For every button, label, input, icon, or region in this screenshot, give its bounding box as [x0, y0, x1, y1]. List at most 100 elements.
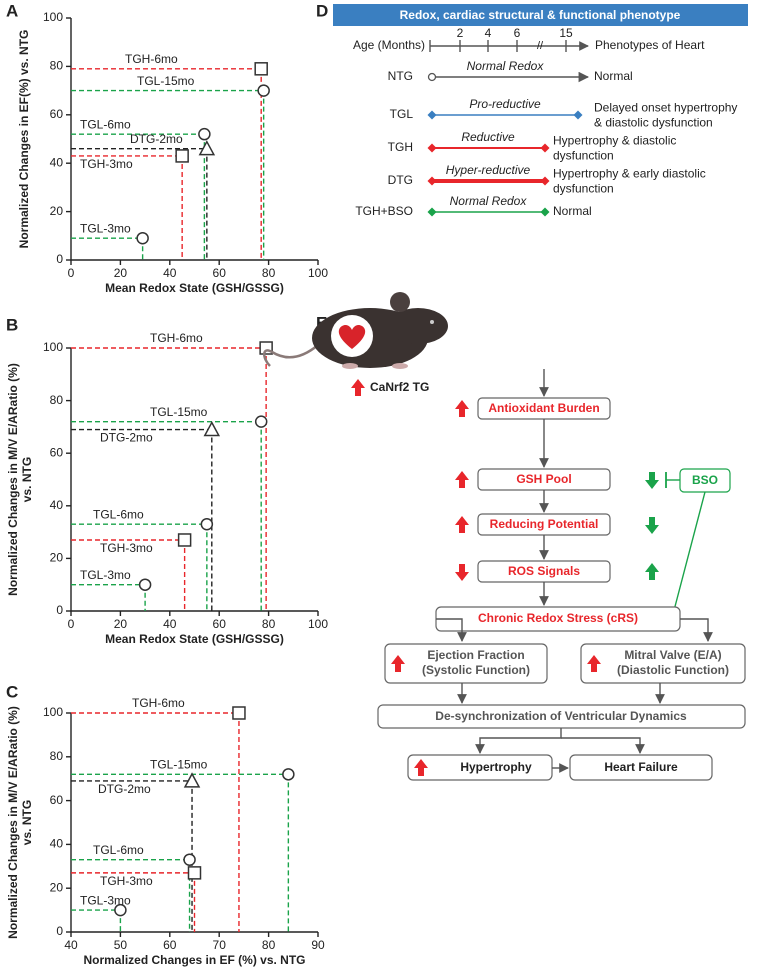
point-label: TGH-6mo	[125, 52, 178, 66]
y-tick-label: 80	[50, 749, 64, 763]
inhibit-line	[671, 491, 706, 619]
end-diamond	[540, 143, 550, 153]
point-label: DTG-2mo	[100, 431, 153, 445]
end-diamond	[427, 207, 437, 217]
up-arrow	[455, 400, 469, 417]
up-arrow	[587, 655, 601, 672]
age-label: Age (Months)	[353, 38, 425, 52]
group-label: TGH	[388, 140, 413, 154]
phenotype-label: Hypertrophy & early diastolic	[553, 167, 706, 181]
y-axis-label: Normalized Changes in M/V E/ARatio (%)	[6, 363, 20, 596]
end-diamond	[427, 110, 437, 120]
x-tick-label: 40	[64, 938, 78, 952]
end-diamond	[427, 176, 437, 186]
y-tick-label: 100	[43, 10, 63, 24]
down-arrow	[645, 472, 659, 489]
marker	[183, 853, 196, 866]
panel-letter: D	[316, 1, 328, 20]
y-tick-label: 100	[43, 705, 63, 719]
point-label: TGH-3mo	[100, 541, 153, 555]
group-label: DTG	[388, 173, 413, 187]
point-label: TGH-6mo	[132, 696, 185, 710]
y-axis-label: Normalized Changes in M/V E/ARatio (%)	[6, 706, 20, 939]
x-tick-label: 80	[262, 617, 276, 631]
desync-label: De-synchronization of Ventricular Dynami…	[435, 709, 687, 723]
y-tick-label: 40	[50, 155, 64, 169]
phenotype-label: Hypertrophy & diastolic	[553, 134, 676, 148]
marker	[136, 231, 149, 245]
marker	[203, 420, 221, 437]
marker	[282, 768, 295, 781]
y-tick-label: 60	[50, 793, 64, 807]
ef-label: Ejection Fraction	[427, 648, 524, 662]
mv-label: (Diastolic Function)	[617, 663, 729, 677]
phenotype-label: & diastolic dysfunction	[594, 116, 713, 130]
redox-label: Hyper-reductive	[446, 163, 531, 177]
y-tick-label: 20	[50, 880, 64, 894]
flow-arrow	[561, 737, 645, 754]
y-tick-label: 100	[43, 340, 63, 354]
mv-label: Mitral Valve (E/A)	[624, 648, 721, 662]
group-label: TGL	[390, 107, 414, 121]
x-tick-label: 0	[68, 266, 75, 280]
mv-box	[580, 643, 746, 684]
up-arrow	[455, 516, 469, 533]
x-axis-label: Mean Redox State (GSH/GSSG)	[105, 281, 284, 295]
down-arrow	[645, 517, 659, 534]
phenotype-title: Redox, cardiac structural & functional p…	[400, 8, 681, 22]
marker	[187, 866, 202, 880]
up-arrow	[455, 471, 469, 488]
marker	[175, 149, 189, 163]
x-tick-label: 90	[311, 938, 325, 952]
end-diamond	[540, 176, 550, 186]
age-tick-label: 4	[485, 26, 492, 40]
start-dot	[427, 72, 437, 82]
charts: A 0 20 40 60 80 100 0 20 40 60 80 100 Mean Redox Stat…	[6, 1, 328, 967]
x-axis-label: Normalized Changes in EF (%) vs. NTG	[83, 953, 305, 967]
point-label: TGL-15mo	[150, 757, 208, 771]
marker	[254, 62, 268, 76]
end-diamond	[573, 110, 583, 120]
panel-letter: B	[6, 315, 18, 334]
up-arrow	[391, 655, 405, 672]
point-label: TGL-6mo	[93, 843, 144, 857]
marker	[232, 706, 246, 720]
down-arrow	[455, 564, 469, 581]
redox-label: Reductive	[461, 130, 515, 144]
up-arrow	[414, 759, 428, 776]
point-label: TGL-15mo	[150, 405, 208, 419]
redox-label: Pro-reductive	[469, 97, 541, 111]
outcome-label: Phenotypes of Heart	[595, 38, 705, 52]
step-label: GSH Pool	[516, 472, 571, 486]
marker	[177, 533, 192, 547]
y-tick-label: 0	[56, 603, 63, 617]
age-tick-label: 2	[457, 26, 464, 40]
marker	[198, 127, 211, 141]
point-label: TGL-3mo	[80, 893, 131, 907]
y-tick-label: 80	[50, 59, 64, 73]
x-tick-label: 60	[213, 617, 227, 631]
panel-letter: A	[6, 1, 18, 20]
ef-box	[384, 643, 548, 684]
x-tick-label: 60	[213, 266, 227, 280]
x-tick-label: 40	[163, 266, 177, 280]
x-tick-label: 80	[262, 266, 276, 280]
hypertrophy-label: Hypertrophy	[460, 760, 532, 774]
age-tick-label: 15	[559, 26, 573, 40]
redox-label: Normal Redox	[450, 194, 528, 208]
up-arrow	[645, 563, 659, 580]
phenotype-label: Normal	[594, 69, 633, 83]
marker	[198, 140, 216, 156]
phenotype-label: dysfunction	[553, 182, 614, 196]
x-tick-label: 0	[68, 617, 75, 631]
transgene-label: CaNrf2 TG	[370, 380, 429, 394]
marker	[257, 84, 270, 97]
x-tick-label: 20	[114, 266, 128, 280]
group-label: TGH+BSO	[355, 204, 413, 218]
y-tick-label: 60	[50, 445, 64, 459]
x-tick-label: 100	[308, 617, 328, 631]
title-bar	[333, 4, 748, 26]
failure-label: Heart Failure	[604, 760, 678, 774]
x-tick-label: 40	[163, 617, 177, 631]
inhibitor-label: BSO	[692, 473, 718, 487]
